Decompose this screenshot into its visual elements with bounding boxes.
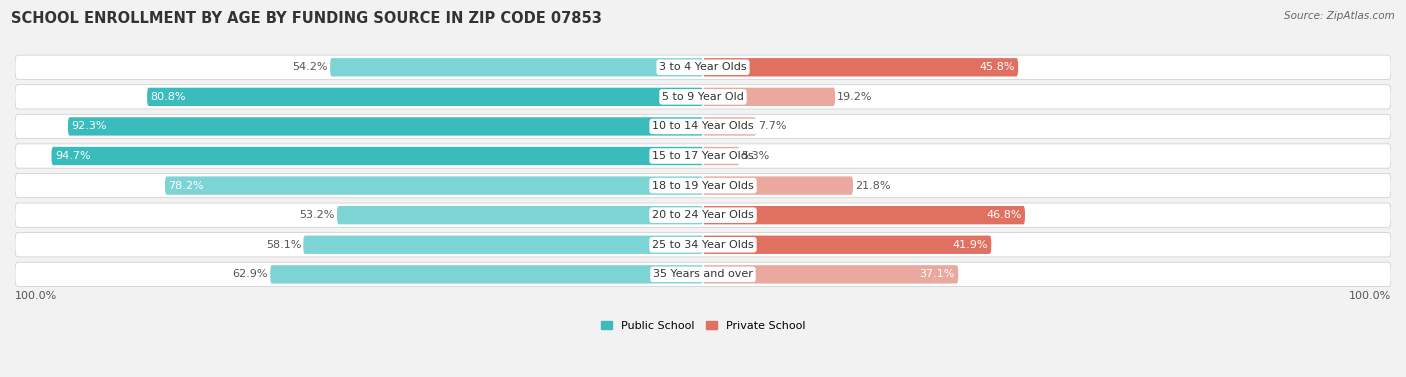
FancyBboxPatch shape xyxy=(304,236,703,254)
Text: 62.9%: 62.9% xyxy=(232,269,269,279)
Text: 10 to 14 Year Olds: 10 to 14 Year Olds xyxy=(652,121,754,132)
Text: 94.7%: 94.7% xyxy=(55,151,90,161)
FancyBboxPatch shape xyxy=(703,176,853,195)
FancyBboxPatch shape xyxy=(703,58,1018,77)
FancyBboxPatch shape xyxy=(15,114,1391,139)
FancyBboxPatch shape xyxy=(148,88,703,106)
FancyBboxPatch shape xyxy=(165,176,703,195)
FancyBboxPatch shape xyxy=(15,173,1391,198)
Text: SCHOOL ENROLLMENT BY AGE BY FUNDING SOURCE IN ZIP CODE 07853: SCHOOL ENROLLMENT BY AGE BY FUNDING SOUR… xyxy=(11,11,602,26)
Text: 5 to 9 Year Old: 5 to 9 Year Old xyxy=(662,92,744,102)
Text: 45.8%: 45.8% xyxy=(979,62,1015,72)
Text: 100.0%: 100.0% xyxy=(15,291,58,300)
Text: 7.7%: 7.7% xyxy=(758,121,786,132)
Text: 80.8%: 80.8% xyxy=(150,92,186,102)
FancyBboxPatch shape xyxy=(703,117,756,136)
FancyBboxPatch shape xyxy=(337,206,703,224)
Text: 25 to 34 Year Olds: 25 to 34 Year Olds xyxy=(652,240,754,250)
FancyBboxPatch shape xyxy=(703,88,835,106)
Text: 78.2%: 78.2% xyxy=(169,181,204,191)
Text: 15 to 17 Year Olds: 15 to 17 Year Olds xyxy=(652,151,754,161)
FancyBboxPatch shape xyxy=(703,147,740,165)
FancyBboxPatch shape xyxy=(270,265,703,284)
FancyBboxPatch shape xyxy=(703,236,991,254)
Text: 35 Years and over: 35 Years and over xyxy=(652,269,754,279)
Text: 5.3%: 5.3% xyxy=(741,151,769,161)
Text: 58.1%: 58.1% xyxy=(266,240,301,250)
Text: 3 to 4 Year Olds: 3 to 4 Year Olds xyxy=(659,62,747,72)
FancyBboxPatch shape xyxy=(703,265,959,284)
FancyBboxPatch shape xyxy=(15,203,1391,227)
Text: 37.1%: 37.1% xyxy=(920,269,955,279)
Text: 92.3%: 92.3% xyxy=(72,121,107,132)
Text: 21.8%: 21.8% xyxy=(855,181,890,191)
Text: 20 to 24 Year Olds: 20 to 24 Year Olds xyxy=(652,210,754,220)
Text: 41.9%: 41.9% xyxy=(952,240,988,250)
Legend: Public School, Private School: Public School, Private School xyxy=(600,321,806,331)
Text: 46.8%: 46.8% xyxy=(986,210,1022,220)
FancyBboxPatch shape xyxy=(52,147,703,165)
FancyBboxPatch shape xyxy=(15,85,1391,109)
Text: 100.0%: 100.0% xyxy=(1348,291,1391,300)
FancyBboxPatch shape xyxy=(330,58,703,77)
FancyBboxPatch shape xyxy=(67,117,703,136)
FancyBboxPatch shape xyxy=(15,262,1391,287)
FancyBboxPatch shape xyxy=(703,206,1025,224)
FancyBboxPatch shape xyxy=(15,144,1391,168)
Text: 19.2%: 19.2% xyxy=(837,92,873,102)
Text: Source: ZipAtlas.com: Source: ZipAtlas.com xyxy=(1284,11,1395,21)
FancyBboxPatch shape xyxy=(15,55,1391,80)
Text: 53.2%: 53.2% xyxy=(299,210,335,220)
Text: 18 to 19 Year Olds: 18 to 19 Year Olds xyxy=(652,181,754,191)
FancyBboxPatch shape xyxy=(15,233,1391,257)
Text: 54.2%: 54.2% xyxy=(292,62,328,72)
